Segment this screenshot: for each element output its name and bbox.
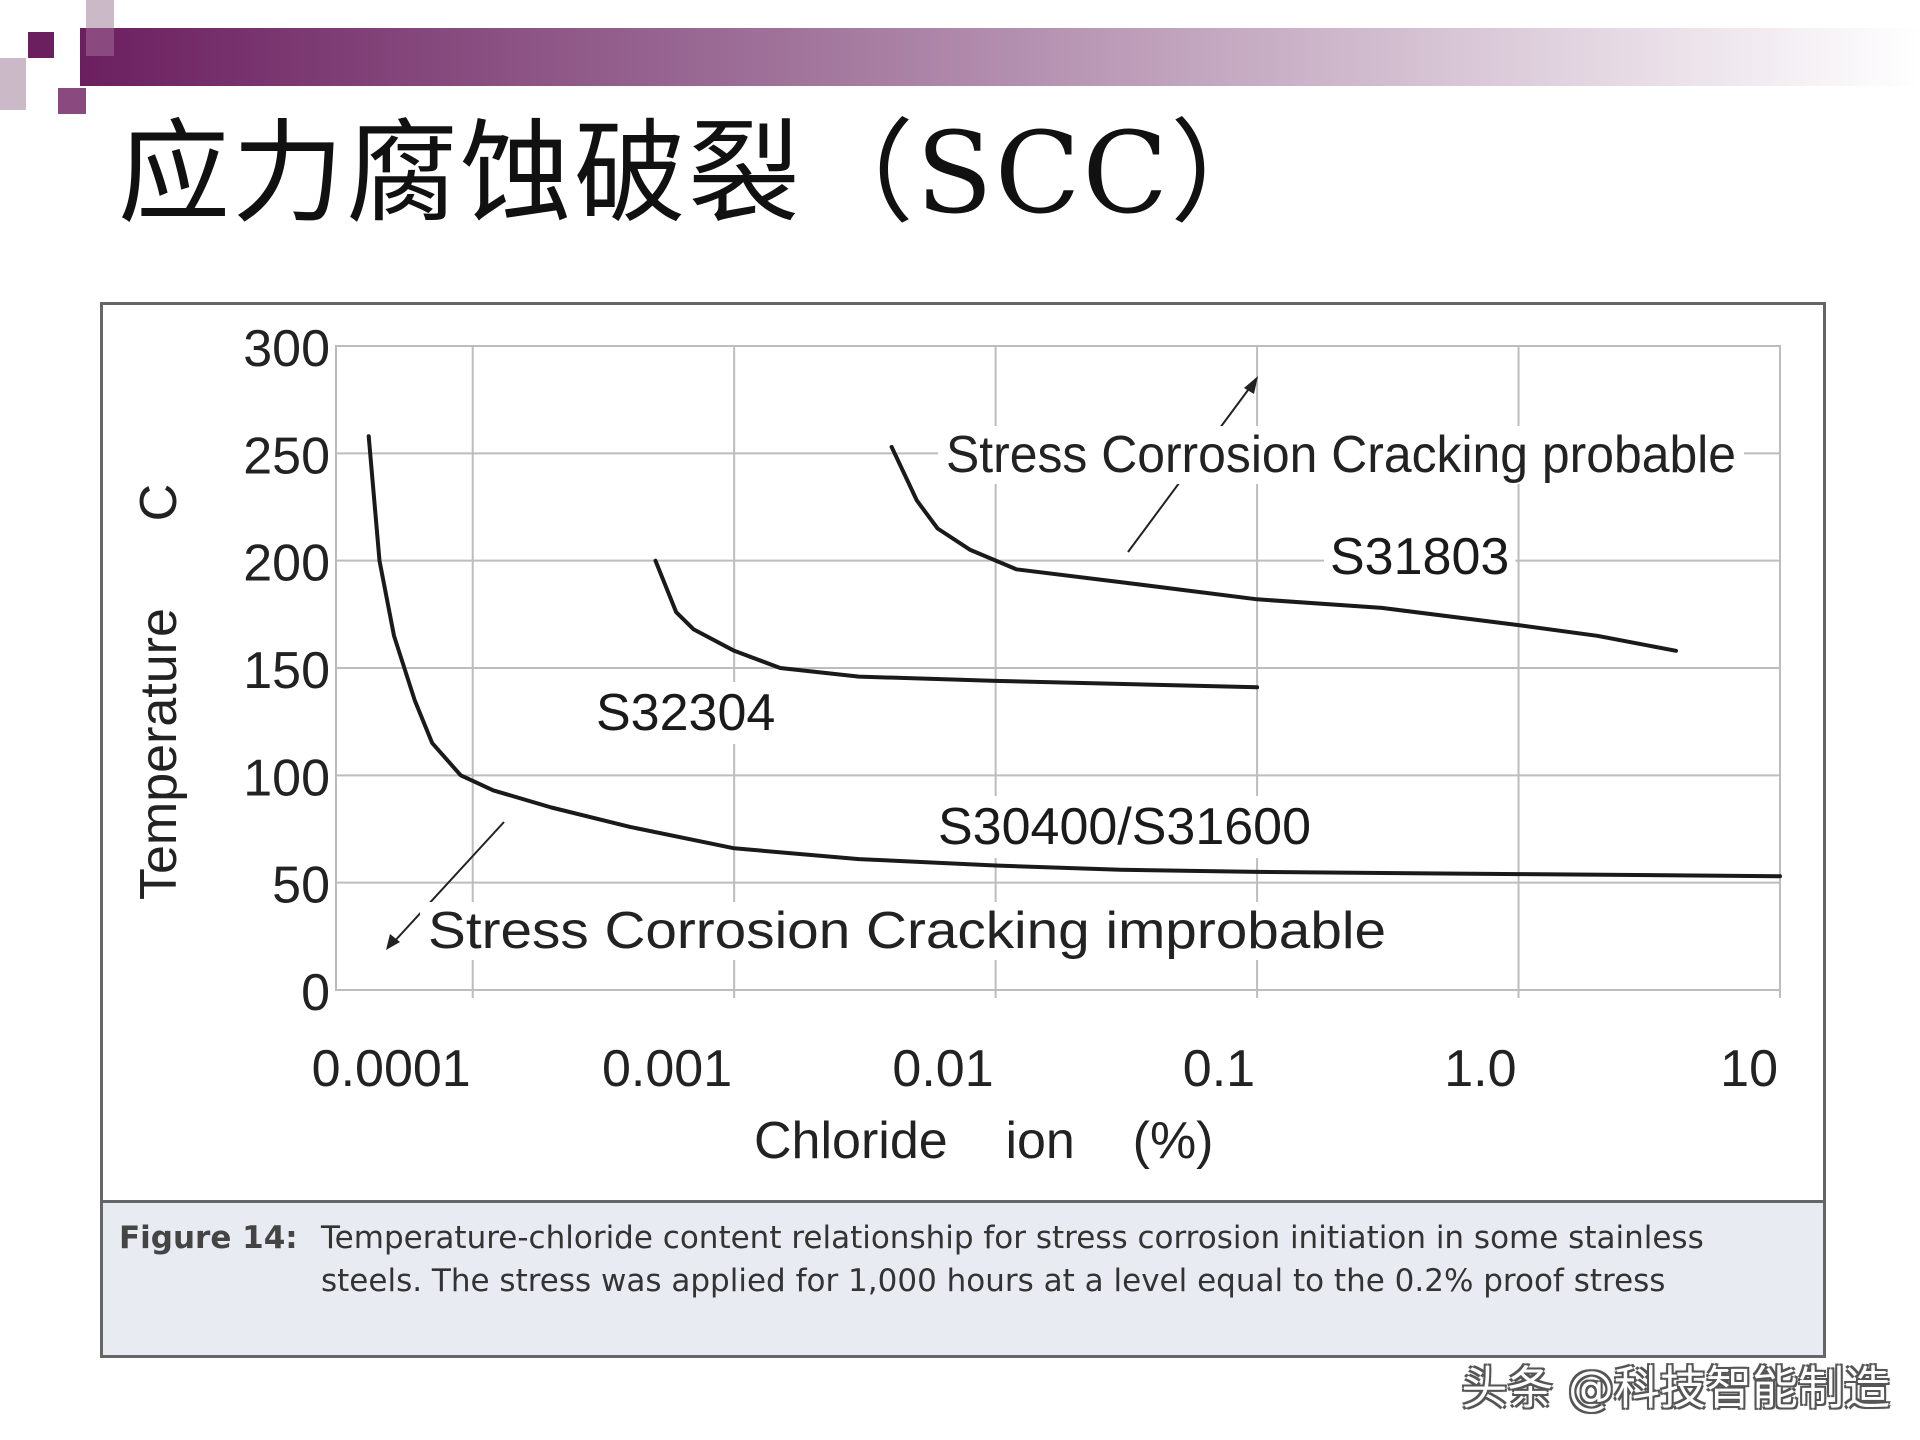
series-label: S30400/S31600	[938, 798, 1311, 856]
x-tick-label: 0.0001	[312, 1040, 471, 1098]
annotation-bg	[420, 902, 1394, 960]
corner-square	[86, 28, 114, 56]
x-tick-label: 1.0	[1444, 1040, 1516, 1098]
chart-ticks: 0 50 100 150 200 250 300 0.0001 0.001 0.01 0.1 1.0 1…	[243, 320, 1778, 1098]
y-axis-label: Temperature C	[130, 484, 188, 900]
header-gradient-bar	[80, 28, 1920, 86]
corner-square	[0, 58, 26, 110]
series-line-s30400-s31600	[366, 434, 1782, 879]
y-tick-label: 300	[243, 320, 330, 378]
annotation-bg	[938, 426, 1744, 484]
annotation-probable: Stress Corrosion Cracking probable	[946, 426, 1736, 484]
x-axis-label: Chloride ion (%)	[754, 1112, 1214, 1170]
series-line-s31803	[889, 444, 1678, 653]
watermark: 头条 @科技智能制造	[1461, 1361, 1890, 1415]
corner-square	[58, 88, 86, 114]
x-tick-label: 0.001	[602, 1040, 732, 1098]
y-tick-label: 150	[243, 642, 330, 700]
figure-caption: Figure 14: Temperature-chloride content …	[100, 1200, 1826, 1358]
y-tick-label: 50	[272, 857, 330, 915]
series-label-bg	[590, 682, 782, 744]
series-label-bg	[1324, 526, 1516, 588]
series-label: S31803	[1330, 528, 1509, 586]
x-tick-label: 0.1	[1183, 1040, 1255, 1098]
chart-lines	[366, 434, 1782, 879]
x-tick-label: 10	[1720, 1040, 1778, 1098]
caption-text: Temperature-chloride content relationshi…	[321, 1220, 1704, 1299]
chart-labels: S30400/S31600 S32304 S31803	[590, 526, 1516, 858]
corner-square	[28, 32, 54, 58]
x-tick-label: 0.01	[892, 1040, 993, 1098]
y-tick-label: 0	[301, 964, 330, 1022]
y-tick-label: 100	[243, 749, 330, 807]
arrow-probable-head	[1244, 376, 1258, 394]
corner-square	[86, 0, 114, 28]
slide-title: 应力腐蚀破裂（SCC）	[118, 109, 1285, 239]
series-line-s32304	[653, 558, 1260, 690]
series-label-bg	[932, 796, 1318, 858]
series-label: S32304	[596, 684, 775, 742]
y-tick-label: 250	[243, 427, 330, 485]
caption-label: Figure 14:	[119, 1220, 298, 1256]
arrow-improbable-head	[386, 934, 400, 950]
y-tick-label: 200	[243, 535, 330, 593]
annotation-improbable: Stress Corrosion Cracking improbable	[428, 902, 1386, 960]
arrow-improbable	[391, 821, 505, 945]
